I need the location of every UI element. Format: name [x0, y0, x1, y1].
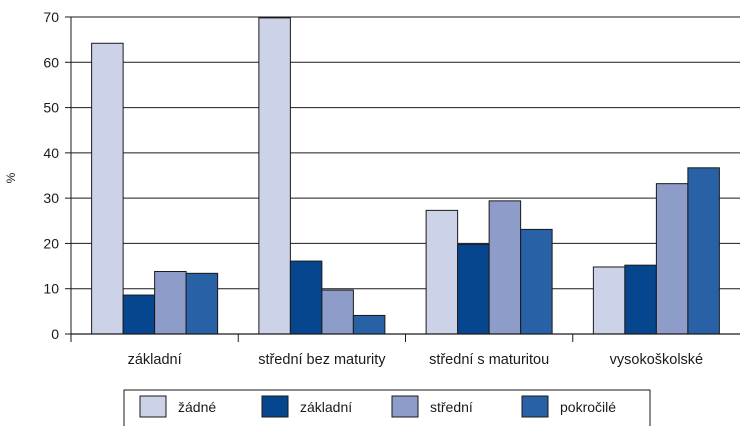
legend-swatch-pokrocile [521, 395, 549, 418]
x-category-label: vysokoškolské [610, 352, 703, 368]
bar-zadne-zakladni [91, 42, 124, 335]
y-tick-label: 60 [43, 54, 59, 70]
y-axis-label: % [4, 172, 18, 183]
bar-zakladni-stredni-s-maturitou [457, 243, 490, 335]
x-axis: základní střední bez maturity střední s ma… [71, 333, 740, 368]
bar-stredni-stredni-bez-maturity [321, 289, 354, 335]
bar-pokrocile-stredni-s-maturitou [520, 228, 553, 335]
legend-swatch-stredni [391, 395, 419, 418]
y-tick-label: 10 [43, 281, 59, 297]
bar-pokrocile-vysokoskolske [687, 167, 720, 335]
legend-label-zadne: žádné [178, 399, 216, 415]
bar-pokrocile-zakladni [185, 272, 219, 335]
bars [91, 17, 720, 335]
y-tick-label: 70 [43, 9, 59, 25]
bar-zakladni-zakladni [122, 294, 156, 335]
legend-label-zakladni: základní [300, 399, 352, 415]
legend-label-stredni: střední [430, 399, 473, 415]
legend-swatch-zadne [139, 395, 167, 418]
bar-stredni-zakladni [154, 271, 187, 335]
bar-zadne-stredni-s-maturitou [425, 209, 459, 335]
y-tick-label: 20 [43, 235, 59, 251]
bar-stredni-stredni-s-maturitou [488, 200, 522, 335]
bar-pokrocile-stredni-bez-maturity [352, 314, 386, 335]
bar-stredni-vysokoskolske [655, 183, 689, 335]
bar-zadne-vysokoskolske [592, 266, 626, 335]
y-tick-label: 0 [51, 326, 59, 342]
x-category-label: střední s maturitou [429, 352, 549, 368]
y-tick-label: 40 [43, 145, 59, 161]
y-tick-label: 30 [43, 190, 59, 206]
x-category-label: střední bez maturity [258, 352, 386, 368]
legend-box [123, 389, 651, 426]
legend-swatch-zakladni [261, 395, 289, 418]
legend: žádné základní střední pokročilé [123, 389, 651, 426]
legend-label-pokrocile: pokročilé [560, 399, 616, 415]
bar-zakladni-vysokoskolske [624, 264, 657, 335]
y-axis: 0 10 20 30 40 50 60 70 [43, 9, 72, 342]
bar-zakladni-stredni-bez-maturity [289, 260, 323, 335]
x-category-label: základní [128, 352, 182, 368]
y-tick-label: 50 [43, 100, 59, 116]
bar-zadne-stredni-bez-maturity [258, 17, 291, 335]
